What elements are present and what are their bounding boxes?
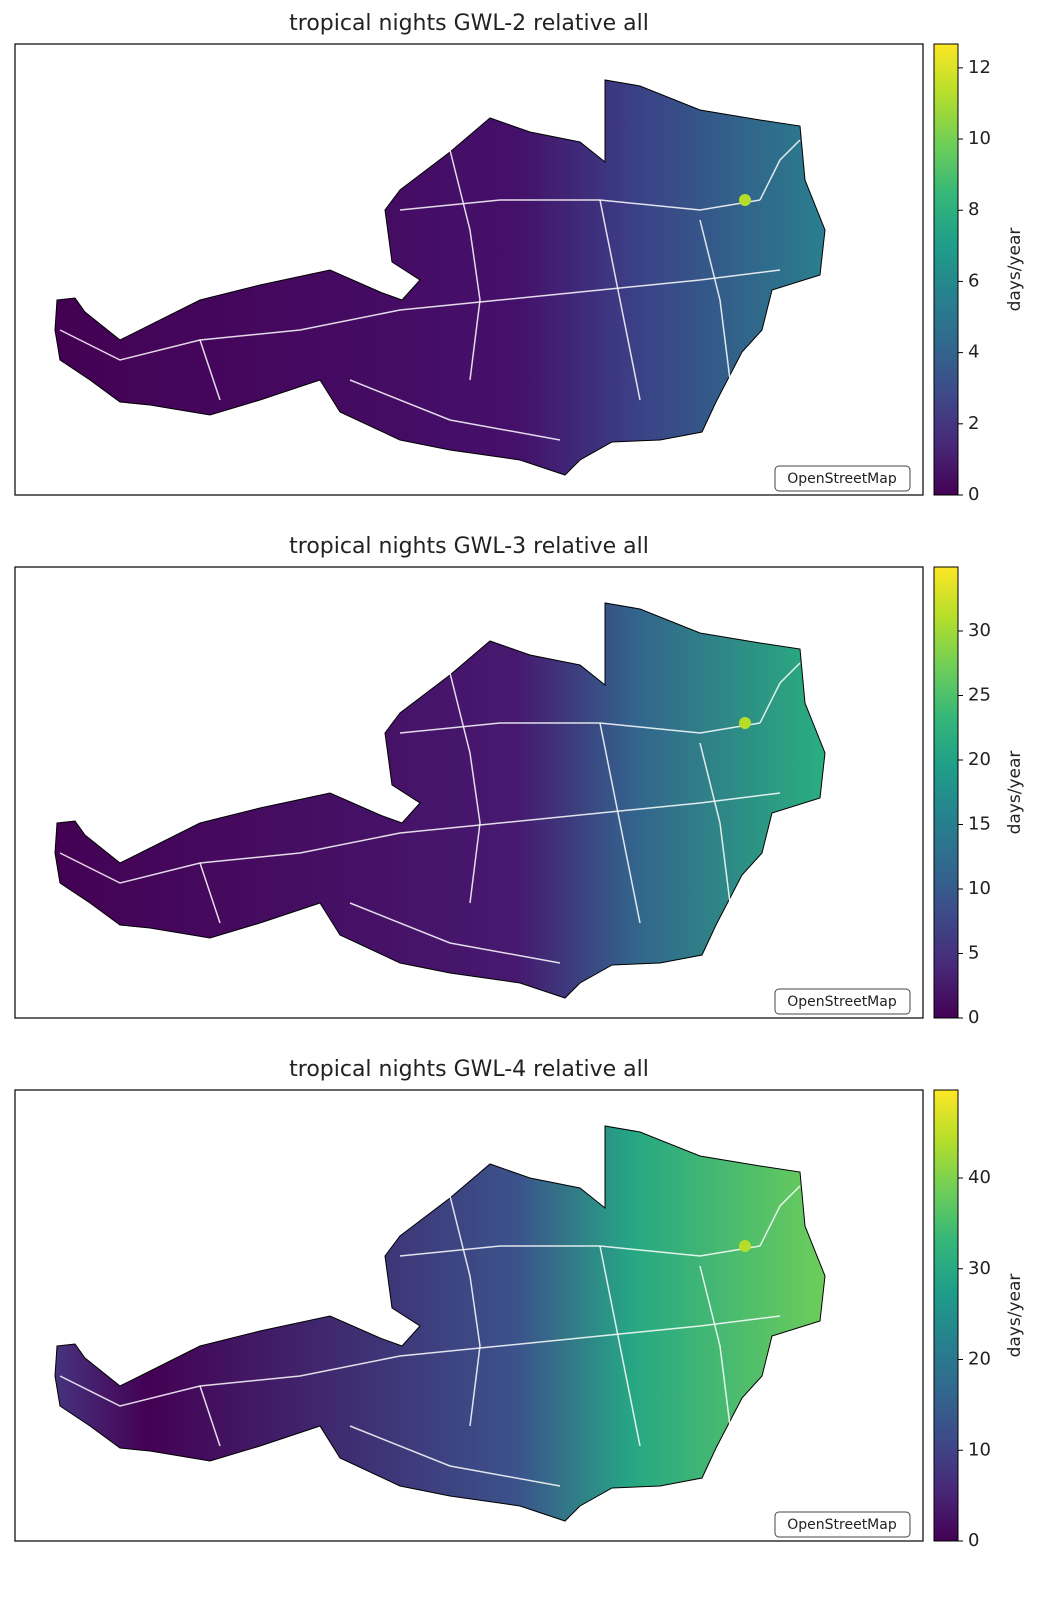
attribution: OpenStreetMap [787, 994, 897, 1010]
colorbar-tick-label: 10 [968, 878, 991, 899]
colorbar-tick-label: 8 [968, 199, 979, 220]
colorbar-tick-label: 5 [968, 942, 979, 963]
colorbar-tick-label: 40 [968, 1167, 991, 1188]
road [699, 219, 731, 381]
colorbar-tick-label: 0 [968, 484, 979, 505]
road [199, 862, 221, 924]
panel: tropical nights GWL-2 relative all OpenSt… [14, 11, 1025, 505]
colorbar [933, 1089, 959, 1542]
panel-title: tropical nights GWL-4 relative all [289, 1057, 649, 1082]
road [699, 1265, 731, 1427]
colorbar-tick-label: 30 [968, 1258, 991, 1279]
colorbar-label: days/year [1005, 1274, 1025, 1358]
colorbar-tick-label: 10 [968, 128, 991, 149]
road [59, 792, 781, 884]
road [199, 1385, 221, 1447]
road [349, 1425, 561, 1487]
panel: tropical nights GWL-3 relative all OpenSt… [14, 534, 1025, 1028]
road [349, 379, 561, 441]
attribution-box [774, 988, 911, 1015]
road [599, 1245, 641, 1447]
country-shape [54, 79, 826, 476]
city-hotspot [739, 717, 751, 729]
attribution-box [774, 465, 911, 492]
colorbar-label: days/year [1005, 751, 1025, 835]
colorbar-tick-label: 0 [968, 1530, 979, 1551]
colorbar-tick-label: 20 [968, 1349, 991, 1370]
colorbar-tick-label: 30 [968, 620, 991, 641]
country-shape [54, 1125, 826, 1522]
city-hotspot [739, 194, 751, 206]
road [599, 199, 641, 401]
attribution: OpenStreetMap [787, 1517, 897, 1533]
road [699, 742, 731, 904]
road [59, 1315, 781, 1407]
road [759, 662, 801, 724]
colorbar [933, 566, 959, 1019]
colorbar-tick-label: 15 [968, 813, 991, 834]
road [759, 1185, 801, 1247]
road [59, 269, 781, 361]
road [599, 722, 641, 924]
colorbar-tick-label: 20 [968, 749, 991, 770]
map [54, 1125, 826, 1522]
colorbar-tick-label: 10 [968, 1439, 991, 1460]
colorbar-tick-label: 2 [968, 413, 979, 434]
road [349, 902, 561, 964]
road [449, 1195, 481, 1427]
colorbar-tick-label: 6 [968, 270, 979, 291]
panel-title: tropical nights GWL-3 relative all [289, 534, 649, 559]
colorbar-tick-label: 0 [968, 1007, 979, 1028]
colorbar-tick-label: 25 [968, 684, 991, 705]
country-shape [54, 602, 826, 999]
road [199, 339, 221, 401]
colorbar-label: days/year [1005, 228, 1025, 312]
colorbar-tick-label: 12 [968, 57, 991, 78]
panel: tropical nights GWL-4 relative all OpenSt… [14, 1057, 1025, 1551]
map [54, 79, 826, 476]
road [449, 672, 481, 904]
panel-title: tropical nights GWL-2 relative all [289, 11, 649, 36]
attribution-box [774, 1511, 911, 1538]
road [449, 149, 481, 381]
colorbar-tick-label: 4 [968, 342, 979, 363]
colorbar [933, 43, 959, 496]
attribution: OpenStreetMap [787, 471, 897, 487]
city-hotspot [739, 1240, 751, 1252]
road [759, 139, 801, 201]
map [54, 602, 826, 999]
